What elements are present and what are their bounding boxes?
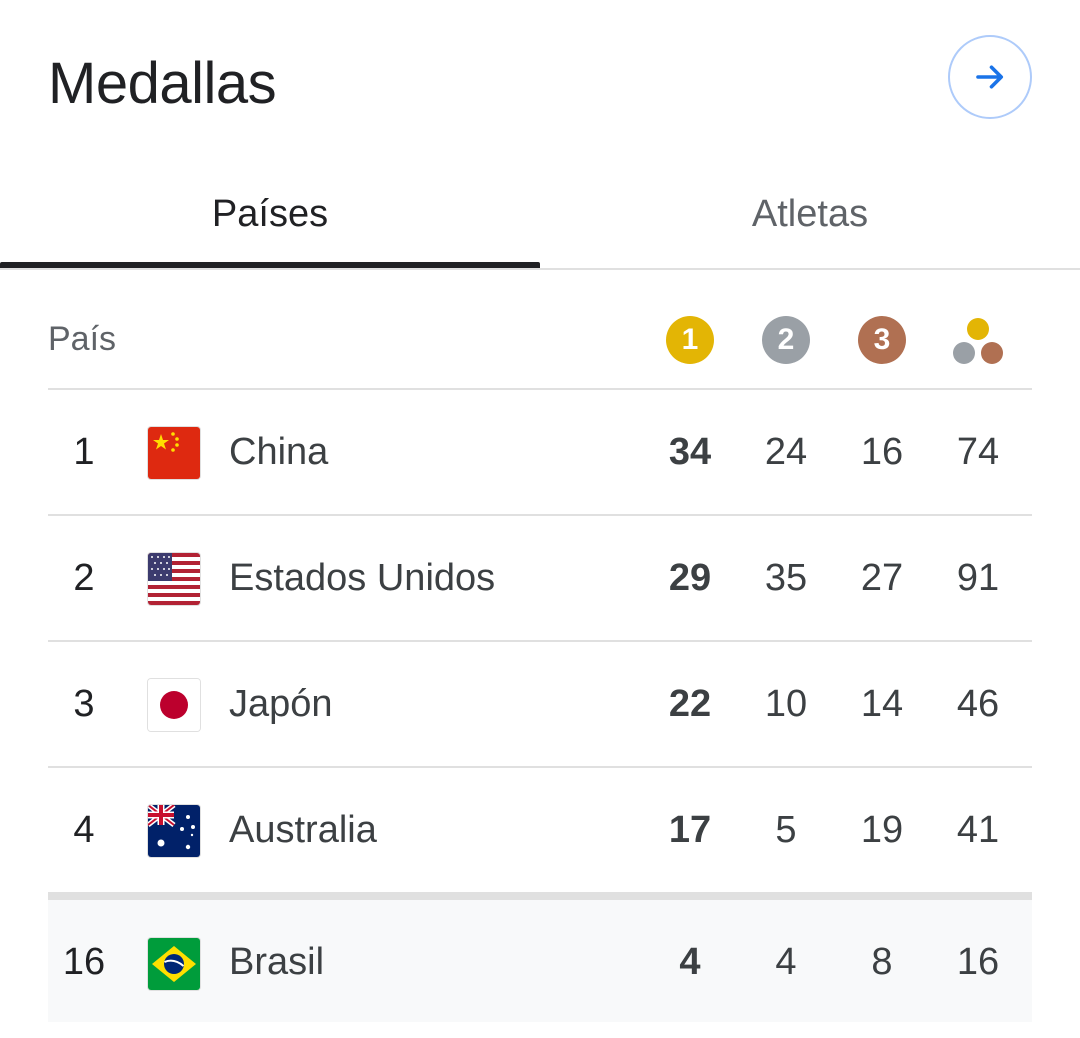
total-medals-icon <box>953 318 1003 364</box>
silver-count: 24 <box>764 431 808 473</box>
bronze-count: 8 <box>871 941 893 983</box>
table-row[interactable]: 2 Estados Unidos 29 3 <box>48 516 1032 642</box>
flag-china-icon <box>148 427 200 479</box>
country-name: Estados Unidos <box>229 557 496 599</box>
rank: 4 <box>73 809 95 851</box>
table-row-highlighted[interactable]: 16 Brasil 4 4 8 16 <box>48 894 1032 1022</box>
silver-count: 10 <box>764 683 808 725</box>
tab-bar: Países Atletas <box>0 160 1080 270</box>
silver-medal-icon: 2 <box>762 316 810 364</box>
header: Medallas <box>0 0 1080 160</box>
bronze-count: 16 <box>860 431 904 473</box>
open-full-results-button[interactable] <box>948 35 1032 119</box>
total-count: 74 <box>956 431 1000 473</box>
gold-medal-icon: 1 <box>666 316 714 364</box>
bronze-count: 27 <box>860 557 904 599</box>
tab-paises[interactable]: Países <box>211 192 329 235</box>
active-tab-indicator <box>0 262 540 268</box>
table-header: País 1 2 3 <box>48 270 1032 390</box>
silver-count: 35 <box>764 557 808 599</box>
page-title: Medallas <box>48 51 277 116</box>
total-count: 16 <box>956 941 1000 983</box>
flag-usa-icon <box>148 553 200 605</box>
gold-count: 22 <box>668 683 712 725</box>
country-name: Australia <box>229 809 377 851</box>
rank: 16 <box>62 941 106 983</box>
total-count: 91 <box>956 557 1000 599</box>
rank: 1 <box>73 431 95 473</box>
table-row[interactable]: 4 Australia 1 <box>48 768 1032 894</box>
gold-count: 29 <box>668 557 712 599</box>
table-row[interactable]: 1 China 34 24 16 74 <box>48 390 1032 516</box>
bronze-medal-icon: 3 <box>858 316 906 364</box>
gold-count: 34 <box>668 431 712 473</box>
rank: 2 <box>73 557 95 599</box>
silver-count: 5 <box>775 809 797 851</box>
flag-brazil-icon <box>148 938 200 990</box>
bronze-count: 14 <box>860 683 904 725</box>
gold-count: 4 <box>679 941 701 983</box>
country-name: China <box>229 431 329 473</box>
flag-australia-icon <box>148 805 200 857</box>
country-name: Brasil <box>229 941 325 983</box>
medal-table: País 1 2 3 1 China 34 24 16 74 <box>48 270 1032 1022</box>
flag-japan-icon <box>148 679 200 731</box>
gold-count: 17 <box>668 809 712 851</box>
table-row[interactable]: 3 Japón 22 10 14 46 <box>48 642 1032 768</box>
rank: 3 <box>73 683 95 725</box>
tab-atletas[interactable]: Atletas <box>751 192 869 235</box>
arrow-right-icon <box>976 65 1004 89</box>
total-count: 46 <box>956 683 1000 725</box>
country-column-header: País <box>48 320 117 358</box>
total-count: 41 <box>956 809 1000 851</box>
bronze-count: 19 <box>860 809 904 851</box>
country-name: Japón <box>229 683 333 725</box>
silver-count: 4 <box>775 941 797 983</box>
